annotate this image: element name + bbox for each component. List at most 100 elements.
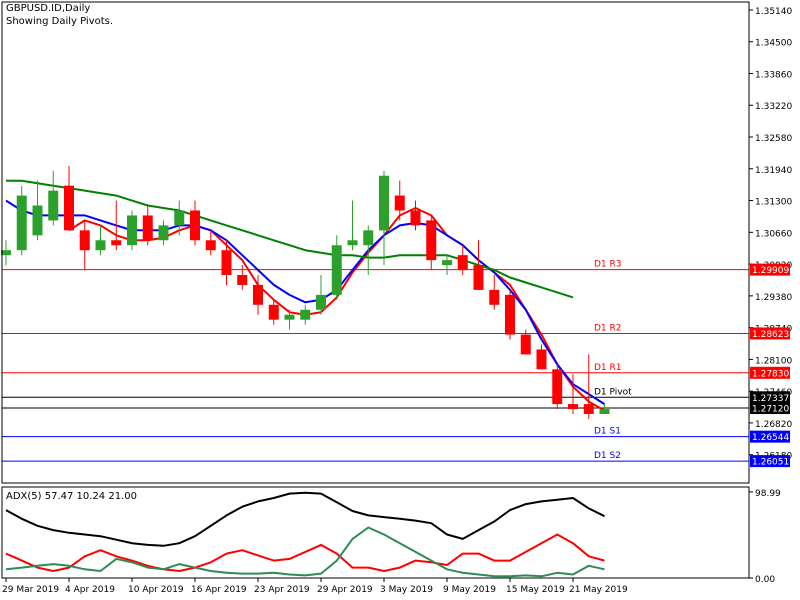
candle-body	[237, 275, 248, 285]
bear-candle	[536, 344, 547, 370]
price-badge	[750, 327, 790, 340]
candle-body	[552, 369, 563, 405]
candle-body	[410, 210, 421, 226]
candle-body	[79, 230, 90, 251]
price-badge	[750, 263, 790, 276]
bear-candle	[205, 230, 216, 256]
y-tick-label: 1.31940	[755, 166, 792, 176]
candle-body	[379, 175, 389, 231]
bear-candle	[253, 275, 263, 315]
x-tick-label: 9 May 2019	[443, 585, 496, 595]
x-tick-label: 3 May 2019	[380, 585, 433, 595]
bull-candle	[442, 255, 452, 276]
indicator-frame	[1, 486, 750, 579]
ma_mid-line	[5, 199, 606, 405]
candle-body	[16, 195, 27, 251]
x-tick-label: 16 Apr 2019	[191, 585, 247, 595]
candle-body	[1, 250, 11, 256]
pivot-label: D1 R2	[594, 323, 622, 333]
price-badge-label: 1.27337	[752, 394, 789, 404]
candle-body	[599, 409, 610, 415]
y-tick-label: 1.30660	[755, 229, 792, 239]
candle-body	[111, 240, 122, 246]
bull-candle	[95, 225, 106, 256]
candle-body	[205, 240, 216, 251]
bull-candle	[1, 240, 11, 266]
candle-body	[394, 195, 405, 211]
bear-candle	[410, 200, 421, 231]
pivot-label: D1 S1	[594, 427, 621, 437]
y-tick-label: 1.26820	[755, 420, 792, 430]
candle-body	[174, 210, 185, 226]
candle-body	[48, 190, 59, 221]
candle-body	[300, 309, 311, 320]
bull-candle	[284, 309, 295, 330]
bear-candle	[221, 240, 232, 285]
candle-body	[190, 210, 200, 241]
bear-candle	[457, 245, 468, 276]
price-badge	[750, 391, 790, 404]
x-tick-label: 29 Apr 2019	[317, 585, 373, 595]
candle-body	[253, 284, 263, 305]
price-badge-label: 1.27830	[752, 369, 789, 379]
x-tick-label: 15 May 2019	[506, 585, 565, 595]
y-tick-label: 1.32580	[755, 134, 792, 144]
bear-candle	[505, 289, 515, 340]
candle-body	[536, 349, 547, 370]
bear-candle	[568, 374, 578, 415]
candle-body	[489, 289, 500, 305]
indicator-subtitle: Showing Daily Pivots.	[6, 16, 114, 27]
candle-body	[426, 220, 437, 261]
pivot-label: D1 R3	[594, 260, 622, 270]
y-tick-label: 1.28100	[755, 356, 792, 366]
axes: 1.35140 1.34500 1.33860 1.33220 1.32580 1.319…	[1, 1, 792, 595]
candle-body	[158, 225, 169, 241]
bear-candle	[79, 220, 90, 271]
adx_minus-line	[5, 533, 605, 572]
bear-candle	[190, 200, 200, 246]
candle-body	[284, 314, 295, 320]
candle-body	[505, 294, 515, 335]
y-tick-label: 1.29380	[755, 293, 792, 303]
price-badge-label: 1.28623	[752, 330, 789, 340]
candle-body	[568, 404, 578, 410]
candle-body	[127, 215, 137, 246]
candle-body	[64, 185, 74, 231]
price-frame	[1, 1, 750, 484]
candle-body	[457, 255, 468, 271]
indicator-y-tick-label: 98.99	[755, 489, 781, 499]
bear-candle	[111, 200, 122, 251]
candle-body	[316, 294, 326, 310]
bear-candle	[489, 275, 500, 310]
price-plot: D1 R3 D1 R2 D1 R1 D1 Pivot D1 S1 D1 S2	[1, 165, 749, 462]
y-tick-label: 1.35140	[755, 7, 792, 17]
candle-body	[32, 205, 43, 236]
candle-body	[520, 334, 531, 355]
x-tick-label: 23 Apr 2019	[254, 585, 310, 595]
bull-candle	[300, 304, 311, 325]
bull-candle	[331, 235, 342, 300]
x-tick-label: 29 Mar 2019	[2, 585, 59, 595]
bull-candle	[127, 210, 137, 251]
adx-label: ADX(5) 57.47 10.24 21.00	[6, 491, 137, 502]
bull-candle	[174, 200, 185, 236]
y-tick-label: 1.31300	[755, 198, 792, 208]
pivot-label: D1 S2	[594, 451, 621, 461]
adx_plus-line	[5, 526, 605, 578]
bear-candle	[426, 215, 437, 271]
candle-body	[221, 250, 232, 276]
x-tick-label: 10 Apr 2019	[128, 585, 184, 595]
bull-candle	[379, 170, 389, 266]
bull-candle	[363, 225, 374, 276]
price-badge	[750, 366, 790, 379]
y-tick-label: 1.34500	[755, 39, 792, 49]
indicator-y-tick-label: 0.00	[755, 575, 775, 585]
symbol-title: GBPUSD.ID,Daily	[6, 3, 91, 14]
price-badge-label: 1.26051	[752, 458, 789, 468]
bear-candle	[520, 329, 531, 355]
price-badge-label: 1.26544	[752, 433, 789, 443]
bear-candle	[583, 354, 594, 419]
x-tick-label: 4 Apr 2019	[65, 585, 115, 595]
bear-candle	[552, 364, 563, 410]
candle-body	[95, 240, 106, 251]
